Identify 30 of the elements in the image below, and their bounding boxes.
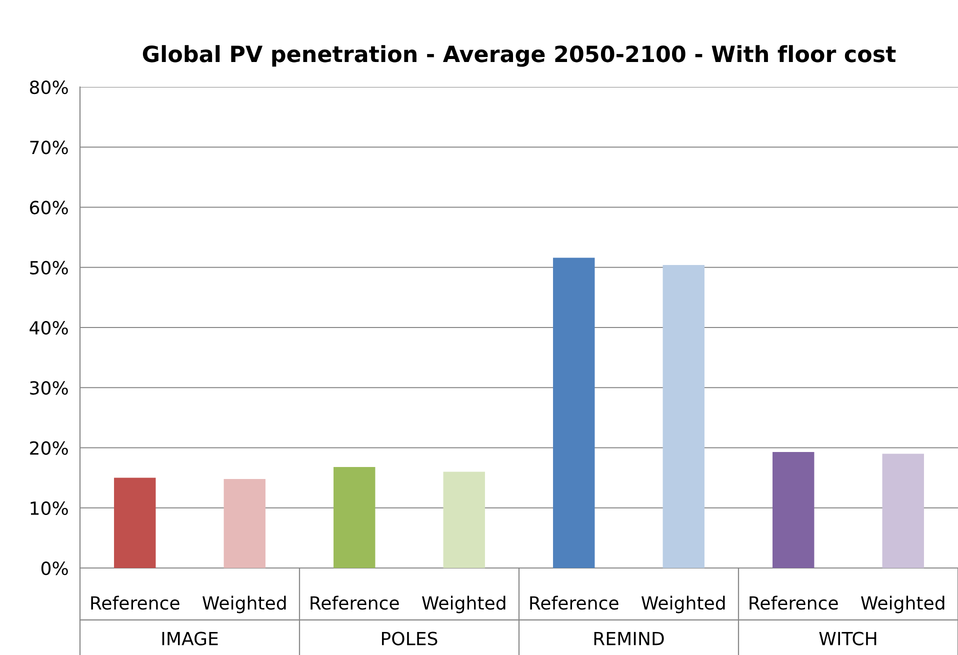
y-tick-label: 10%: [30, 501, 68, 515]
x-tick-label: Reference: [310, 596, 399, 610]
bar: [882, 454, 924, 568]
y-tick-label: 30%: [30, 381, 68, 395]
x-tick-label: Reference: [91, 596, 180, 610]
y-tick-label: 80%: [30, 80, 68, 94]
text: POLES: [382, 632, 438, 646]
y-tick-label: 0%: [41, 561, 68, 576]
y-tick-label: 70%: [30, 140, 68, 154]
bar: [662, 264, 704, 568]
bar: [553, 258, 595, 568]
bar: [114, 478, 156, 568]
x-tick-label: Reference: [750, 596, 838, 610]
y-tick-label: 50%: [30, 260, 68, 274]
x-tick-label: Reference: [530, 596, 618, 610]
chart-title: Global PV penetration - Average 2050-2100 - With floor cost: [142, 45, 896, 67]
y-tick-label: 40%: [30, 320, 68, 335]
y-tick-label: 20%: [30, 441, 68, 455]
x-tick-label: Weighted: [202, 596, 286, 614]
bar: [443, 472, 485, 568]
bar: [224, 479, 266, 568]
bar: [772, 452, 814, 568]
x-tick-label: Weighted: [860, 596, 944, 614]
y-tick-label: 60%: [30, 200, 68, 214]
x-tick-label: Weighted: [422, 596, 506, 614]
x-tick-label: Weighted: [641, 596, 725, 614]
text: WITCH: [819, 632, 876, 646]
text: REMIND: [594, 632, 664, 646]
bar: [334, 466, 376, 568]
text: IMAGE: [162, 632, 218, 646]
